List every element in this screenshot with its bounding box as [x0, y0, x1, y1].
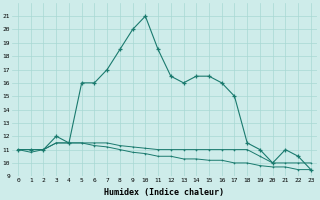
X-axis label: Humidex (Indice chaleur): Humidex (Indice chaleur) — [104, 188, 224, 197]
